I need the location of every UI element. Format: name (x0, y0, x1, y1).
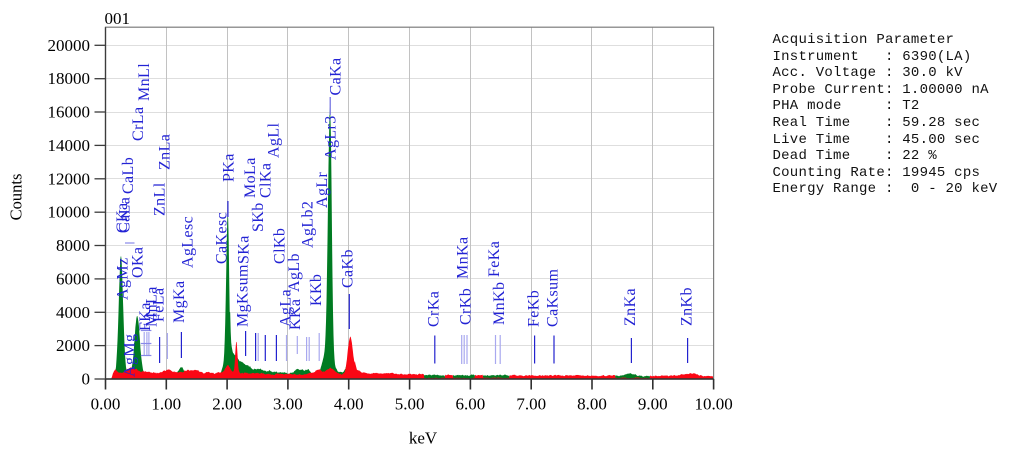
svg-text:14000: 14000 (48, 136, 91, 155)
svg-text:MgKa: MgKa (171, 281, 188, 323)
svg-text:0.00: 0.00 (91, 395, 121, 414)
svg-text:6.00: 6.00 (456, 395, 486, 414)
svg-text:FeKa: FeKa (486, 241, 503, 277)
svg-text:CaLb: CaLb (120, 157, 137, 194)
svg-text:10.00: 10.00 (694, 395, 732, 414)
svg-text:6000: 6000 (56, 269, 90, 288)
svg-text:5.00: 5.00 (395, 395, 425, 414)
svg-text:AgLb2: AgLb2 (300, 201, 317, 248)
svg-text:Counts: Counts (7, 174, 26, 221)
svg-text:ClKb: ClKb (271, 228, 288, 264)
svg-text:CaKa: CaKa (327, 57, 344, 95)
svg-text:MgKsum: MgKsum (234, 264, 251, 327)
svg-text:AgLesc: AgLesc (180, 216, 197, 268)
svg-text:2000: 2000 (56, 336, 90, 355)
svg-text:4000: 4000 (56, 303, 90, 322)
svg-text:FKa: FKa (137, 302, 154, 331)
svg-text:ZnKa: ZnKa (622, 288, 639, 326)
svg-text:10000: 10000 (48, 203, 91, 222)
svg-text:18000: 18000 (48, 69, 91, 88)
svg-text:8.00: 8.00 (577, 395, 607, 414)
svg-text:PKa: PKa (220, 153, 237, 182)
svg-text:ZnKb: ZnKb (678, 287, 695, 326)
svg-text:ZnLl: ZnLl (152, 182, 169, 216)
svg-text:ClKa: ClKa (257, 163, 274, 198)
svg-text:CKa: CKa (114, 202, 131, 233)
svg-text:CaKesc: CaKesc (213, 212, 230, 264)
svg-text:keV: keV (409, 429, 438, 448)
svg-text:12000: 12000 (48, 169, 91, 188)
svg-text:CaKb: CaKb (339, 249, 356, 288)
svg-text:SKb: SKb (250, 202, 267, 232)
svg-text:AgMg: AgMg (121, 334, 138, 377)
svg-text:AgLr3: AgLr3 (322, 115, 339, 160)
svg-text:8000: 8000 (56, 236, 90, 255)
svg-text:MnLl: MnLl (136, 63, 153, 101)
svg-text:AgLl: AgLl (265, 122, 282, 158)
svg-text:0: 0 (82, 370, 91, 389)
svg-text:ZnLa: ZnLa (157, 134, 174, 170)
svg-text:MnKb: MnKb (491, 282, 508, 325)
svg-text:CaLa: CaLa (117, 197, 134, 233)
svg-text:MnLa: MnLa (144, 286, 161, 327)
svg-text:1.00: 1.00 (151, 395, 181, 414)
svg-text:SKa: SKa (235, 235, 252, 264)
svg-text:CrKa: CrKa (426, 291, 443, 327)
svg-text:AgMz: AgMz (115, 258, 132, 300)
svg-text:4.00: 4.00 (334, 395, 364, 414)
svg-text:AgLr: AgLr (314, 171, 331, 208)
svg-text:CrKb: CrKb (458, 288, 475, 325)
svg-text:KKa: KKa (287, 299, 304, 330)
svg-text:9.00: 9.00 (638, 395, 668, 414)
svg-text:CaKsum: CaKsum (545, 268, 562, 327)
svg-text:KKb: KKb (308, 274, 325, 306)
svg-text:MnKa: MnKa (454, 237, 471, 279)
svg-text:AgLa: AgLa (278, 289, 295, 327)
svg-text:FeLa: FeLa (150, 288, 167, 322)
svg-text:MoLa: MoLa (242, 157, 259, 198)
svg-text:16000: 16000 (48, 103, 91, 122)
svg-text:FeKb: FeKb (525, 290, 542, 327)
svg-text:CrLa: CrLa (130, 107, 147, 141)
svg-text:3.00: 3.00 (273, 395, 303, 414)
svg-text:OKa: OKa (129, 247, 146, 278)
svg-text:2.00: 2.00 (212, 395, 242, 414)
svg-text:001: 001 (105, 9, 131, 28)
svg-text:7.00: 7.00 (516, 395, 546, 414)
svg-text:AgLb: AgLb (286, 253, 303, 292)
svg-text:20000: 20000 (48, 36, 91, 55)
